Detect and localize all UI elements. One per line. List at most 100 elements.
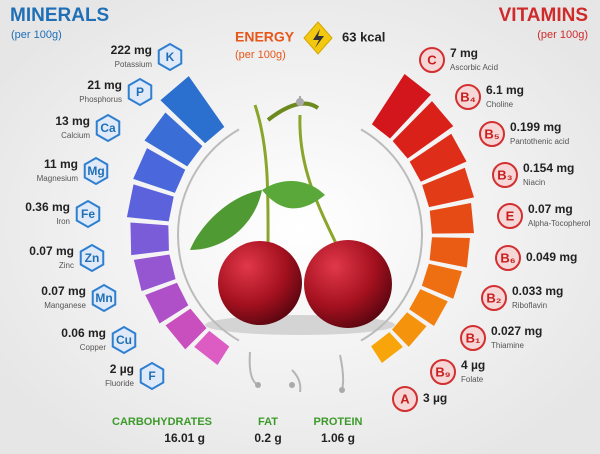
vitamin-item: C 7 mg Ascorbic Acid bbox=[419, 46, 498, 73]
mineral-name: Fluoride bbox=[105, 379, 134, 388]
energy-title: ENERGY bbox=[235, 29, 295, 45]
vitamin-gauge bbox=[429, 237, 470, 268]
vitamin-badge bbox=[497, 203, 523, 229]
vitamin-badge bbox=[430, 359, 456, 385]
vitamin-name: Niacin bbox=[523, 178, 545, 187]
mineral-gauge bbox=[194, 330, 230, 366]
vitamin-symbol: B₂ bbox=[486, 290, 501, 305]
mineral-amount: 0.07 mg bbox=[29, 244, 74, 258]
vitamin-gauge bbox=[392, 101, 454, 159]
vitamin-amount: 6.1 mg bbox=[486, 83, 524, 97]
vitamin-item: A 3 µg bbox=[392, 386, 447, 412]
mineral-gauge bbox=[165, 308, 207, 350]
mineral-gauge bbox=[144, 112, 203, 167]
nutrient-amount: 1.06 g bbox=[321, 431, 355, 445]
mineral-name: Zinc bbox=[59, 261, 74, 270]
nutrient-name: FAT bbox=[258, 416, 278, 428]
vitamin-item: E 0.07 mg Alpha-Tocopherol bbox=[497, 202, 590, 229]
mineral-name: Magnesium bbox=[37, 174, 79, 183]
vitamin-gauge bbox=[409, 289, 448, 327]
vitamin-badge bbox=[481, 285, 507, 311]
inner-arc bbox=[177, 128, 240, 342]
vitamin-badge bbox=[460, 325, 486, 351]
vitamin-badge bbox=[492, 162, 518, 188]
nutrient-name: PROTEIN bbox=[314, 416, 363, 428]
mineral-amount: 2 µg bbox=[110, 362, 134, 376]
mineral-gauge bbox=[145, 282, 189, 324]
vitamin-name: Riboflavin bbox=[512, 301, 547, 310]
vitamin-badge bbox=[495, 245, 521, 271]
vitamin-amount: 0.049 mg bbox=[526, 250, 577, 264]
vitamin-badge bbox=[455, 84, 481, 110]
vitamin-gauge bbox=[392, 312, 427, 347]
vitamin-name: Choline bbox=[486, 100, 514, 109]
vitamin-symbol: C bbox=[427, 52, 437, 67]
vitamin-item: B₅ 0.199 mg Pantothenic acid bbox=[479, 120, 569, 147]
vitamins-subtitle: (per 100g) bbox=[537, 29, 588, 41]
mineral-amount: 0.06 mg bbox=[61, 326, 106, 340]
vitamin-gauge bbox=[429, 202, 474, 234]
vitamin-amount: 0.199 mg bbox=[510, 120, 561, 134]
mineral-amount: 13 mg bbox=[55, 114, 90, 128]
mineral-item: F 2 µg Fluoride bbox=[105, 361, 165, 391]
mineral-item: Cu 0.06 mg Copper bbox=[61, 325, 137, 355]
mineral-name: Iron bbox=[56, 217, 70, 226]
vitamin-amount: 0.033 mg bbox=[512, 284, 563, 298]
vitamin-amount: 7 mg bbox=[450, 46, 478, 60]
vitamin-badge bbox=[479, 121, 505, 147]
mineral-symbol: Ca bbox=[100, 121, 116, 135]
vitamin-name: Alpha-Tocopherol bbox=[528, 219, 590, 228]
mineral-item: K 222 mg Potassium bbox=[111, 42, 183, 72]
vitamin-gauge bbox=[371, 332, 403, 364]
mineral-gauge bbox=[133, 148, 186, 193]
vitamin-symbol: E bbox=[506, 208, 515, 223]
nutrient-amount: 0.2 g bbox=[254, 431, 281, 445]
mineral-name: Phosphorus bbox=[79, 95, 122, 104]
mineral-symbol: F bbox=[148, 369, 155, 383]
nutrient-item: CARBOHYDRATES 16.01 g bbox=[112, 416, 212, 445]
mineral-badge bbox=[79, 243, 105, 273]
vitamin-name: Folate bbox=[461, 375, 484, 384]
mineral-symbol: Fe bbox=[81, 207, 95, 221]
vitamin-gauge bbox=[422, 167, 474, 208]
vitamin-item: B₄ 6.1 mg Choline bbox=[455, 83, 524, 110]
vitamin-symbol: B₆ bbox=[500, 250, 515, 265]
vitamin-symbol: B₃ bbox=[497, 167, 512, 182]
mineral-badge bbox=[75, 199, 101, 229]
vitamin-amount: 0.07 mg bbox=[528, 202, 573, 216]
energy-value: 63 kcal bbox=[342, 29, 385, 44]
mineral-badge bbox=[83, 156, 109, 186]
mineral-symbol: K bbox=[166, 50, 175, 64]
mineral-gauge bbox=[126, 184, 174, 222]
vitamin-amount: 0.154 mg bbox=[523, 161, 574, 175]
nutrient-item: PROTEIN 1.06 g bbox=[314, 416, 363, 445]
mineral-name: Manganese bbox=[44, 301, 86, 310]
vitamin-amount: 4 µg bbox=[461, 358, 485, 372]
vitamin-amount: 3 µg bbox=[423, 391, 447, 405]
vitamin-item: B₉ 4 µg Folate bbox=[430, 358, 485, 385]
inner-arc bbox=[360, 128, 423, 342]
mineral-symbol: Zn bbox=[85, 251, 100, 265]
mineral-item: Fe 0.36 mg Iron bbox=[25, 199, 101, 229]
mineral-badge bbox=[127, 77, 153, 107]
vitamin-item: B₃ 0.154 mg Niacin bbox=[492, 161, 574, 188]
vitamin-badge bbox=[392, 386, 418, 412]
mineral-gauge bbox=[133, 254, 176, 292]
mineral-badge bbox=[95, 113, 121, 143]
vitamin-name: Pantothenic acid bbox=[510, 137, 569, 146]
mineral-badge bbox=[91, 283, 117, 313]
mineral-item: Mn 0.07 mg Manganese bbox=[41, 283, 117, 313]
vitamin-item: B₆ 0.049 mg bbox=[495, 245, 577, 271]
nutrient-amount: 16.01 g bbox=[164, 431, 205, 445]
vitamin-name: Thiamine bbox=[491, 341, 524, 350]
vitamins-title: VITAMINS bbox=[499, 5, 588, 26]
vitamin-item: B₁ 0.027 mg Thiamine bbox=[460, 324, 542, 351]
vitamin-symbol: B₉ bbox=[435, 364, 450, 379]
nutrient-name: CARBOHYDRATES bbox=[112, 416, 212, 428]
vitamin-symbol: B₅ bbox=[484, 126, 499, 141]
vitamin-amount: 0.027 mg bbox=[491, 324, 542, 338]
vitamin-symbol: B₄ bbox=[460, 89, 476, 104]
vitamin-badge bbox=[419, 47, 445, 73]
